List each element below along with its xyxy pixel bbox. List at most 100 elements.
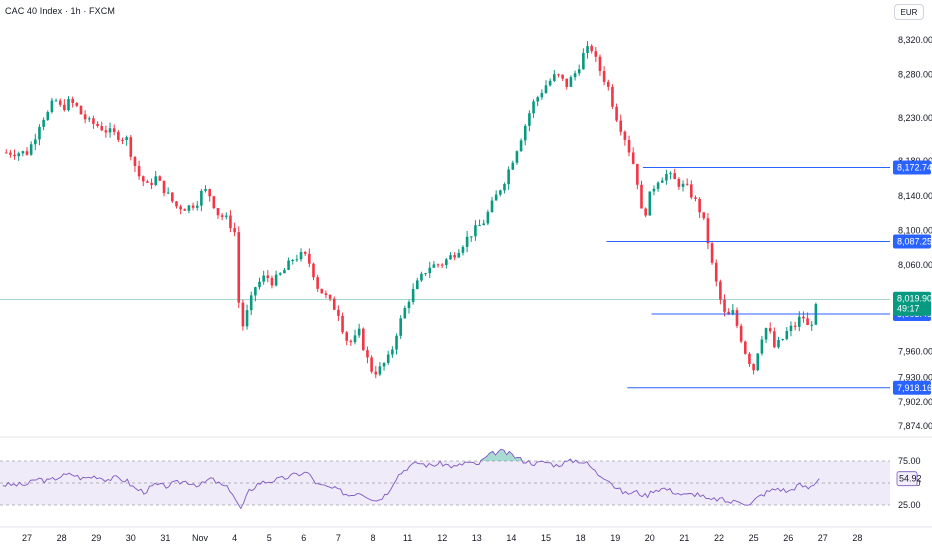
candle-body — [137, 166, 141, 177]
time-tick-label: 22 — [714, 533, 724, 543]
price-tag-label: 8,172.74 — [897, 162, 932, 172]
price-tick-label: 8,280.00 — [898, 70, 932, 80]
candle-body — [224, 215, 228, 217]
candle-body — [631, 152, 635, 164]
candle-body — [544, 85, 548, 94]
candle-body — [92, 118, 95, 124]
candle-body — [370, 357, 373, 372]
candle-body — [278, 273, 282, 275]
candle-body — [706, 218, 710, 244]
candle-body — [332, 298, 336, 310]
price-tag-label: 8,087.25 — [897, 236, 932, 246]
candle-body — [407, 301, 411, 309]
price-tick-label: 7,902.00 — [898, 397, 932, 407]
current-price-tag-bg — [893, 291, 931, 316]
candle-body — [386, 354, 390, 363]
candle-body — [789, 325, 793, 331]
candle-body — [100, 126, 104, 131]
candle-body — [569, 77, 573, 87]
candle-body — [627, 139, 631, 153]
time-tick-label: 6 — [301, 533, 306, 543]
candle-body — [810, 324, 814, 326]
candle-body — [411, 289, 415, 302]
candle-body — [449, 255, 452, 260]
candle-body — [357, 328, 361, 336]
candle-body — [623, 131, 627, 140]
candle-body — [50, 100, 54, 113]
candle-body — [17, 153, 20, 157]
candle-body — [594, 51, 598, 57]
price-tag-bg — [893, 234, 931, 249]
candle-body — [245, 310, 249, 327]
candle-body — [63, 104, 66, 111]
candle-body — [677, 179, 681, 187]
candle-body — [540, 93, 544, 98]
candle-body — [781, 339, 784, 341]
candles-group — [4, 41, 818, 379]
candle-body — [58, 100, 62, 105]
candle-body — [166, 192, 170, 194]
price-tag-bg — [893, 380, 931, 395]
candle-body — [38, 126, 41, 140]
candle-body — [486, 211, 490, 224]
rsi-level-label: 25.00 — [898, 500, 921, 510]
candle-body — [615, 106, 618, 121]
rsi-line — [2, 448, 820, 510]
time-tick-label: Nov — [192, 533, 209, 543]
candle-body — [586, 45, 589, 53]
price-tick-label: 8,140.00 — [898, 191, 932, 201]
candle-body — [195, 205, 199, 208]
candle-body — [395, 335, 398, 350]
candle-body — [79, 105, 83, 115]
candle-body — [21, 151, 25, 154]
candle-body — [158, 176, 162, 181]
candle-body — [797, 316, 801, 327]
candle-body — [353, 335, 357, 343]
candle-body — [4, 152, 8, 154]
symbol-title: CAC 40 Index · 1h · FXCM — [5, 6, 115, 16]
candle-body — [129, 137, 133, 157]
price-tick-label: 8,320.00 — [898, 35, 932, 45]
candle-body — [162, 180, 166, 194]
candle-body — [714, 262, 718, 282]
candle-body — [436, 264, 440, 266]
candle-body — [54, 100, 58, 102]
candle-body — [694, 197, 697, 199]
candle-body — [25, 151, 29, 155]
candle-body — [719, 281, 722, 300]
candle-body — [764, 328, 768, 340]
candle-body — [536, 97, 539, 102]
candle-body — [362, 328, 365, 351]
candle-body — [660, 180, 664, 183]
candle-body — [191, 205, 195, 208]
candle-body — [739, 325, 743, 342]
candle-body — [478, 225, 481, 227]
price-tick-label: 7,874.00 — [898, 421, 932, 431]
candle-body — [287, 260, 290, 270]
time-tick-label: 26 — [783, 533, 793, 543]
candle-body — [141, 176, 145, 182]
candle-body — [619, 120, 623, 132]
candle-body — [669, 173, 672, 175]
currency-button[interactable]: EUR — [894, 4, 924, 20]
candle-body — [494, 194, 498, 201]
candle-body — [656, 182, 660, 189]
time-tick-label: 28 — [57, 533, 67, 543]
candle-body — [802, 316, 805, 319]
candle-body — [75, 102, 79, 106]
time-tick-label: 30 — [126, 533, 136, 543]
time-tick-label: 15 — [541, 533, 551, 543]
candle-body — [440, 264, 444, 266]
candle-body — [590, 45, 593, 52]
candle-body — [748, 353, 751, 364]
candle-body — [760, 339, 764, 354]
candle-body — [220, 215, 224, 217]
candle-body — [453, 255, 456, 258]
candle-body — [187, 205, 191, 211]
candle-body — [274, 274, 278, 286]
time-tick-label: 12 — [437, 533, 447, 543]
time-tick-label: 19 — [610, 533, 620, 543]
rsi-value-tag-bg — [896, 471, 918, 487]
